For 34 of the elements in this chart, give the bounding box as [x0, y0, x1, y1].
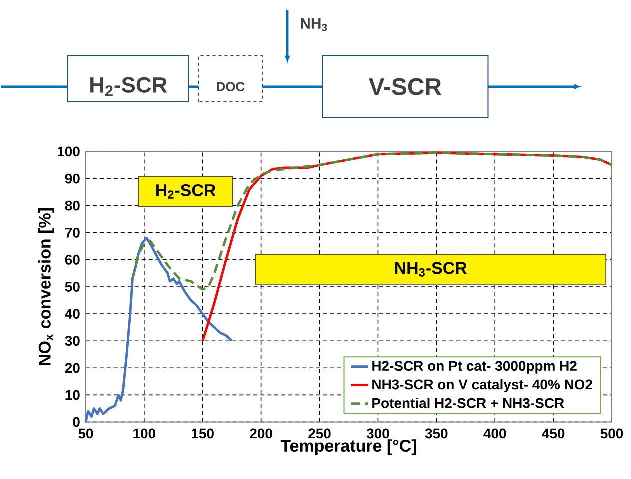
x-tick-label: 450 — [542, 428, 565, 439]
y-tick-label: 30 — [65, 336, 80, 346]
y-axis-title: NO$_{x}$ conversion [%] — [38, 208, 54, 366]
y-tick-label: 90 — [65, 174, 80, 184]
y-tick-label: 70 — [65, 228, 80, 238]
text: DOC — [217, 82, 245, 92]
text: NH$_{3}$ — [301, 18, 328, 32]
x-tick-label: 400 — [484, 428, 506, 439]
x-tick-label: 250 — [308, 428, 331, 439]
y-tick-label: 50 — [65, 282, 80, 292]
y-tick-label: 0 — [73, 417, 80, 428]
x-axis-title: Temperature [°C] — [280, 439, 416, 456]
line-series — [84, 237, 234, 424]
y-tick-label: 60 — [65, 254, 80, 265]
x-tick-label: 500 — [600, 428, 624, 439]
text: H$_{2}$-SCR — [90, 77, 168, 96]
legend-label: Potential H2-SCR + NH3-SCR — [372, 398, 564, 408]
x-tick-label: 100 — [134, 428, 156, 439]
x-tick-label: 200 — [250, 428, 272, 439]
y-tick-label: 10 — [66, 390, 80, 400]
annotation: H$_{2}$-SCR — [156, 184, 216, 199]
legend-label: H2-SCR on Pt cat- 3000ppm H2 — [372, 361, 577, 374]
y-tick-label: 40 — [65, 309, 80, 319]
x-tick-label: 300 — [366, 428, 390, 439]
x-tick-label: 50 — [78, 428, 94, 439]
y-tick-label: 20 — [65, 363, 80, 374]
legend-label: NH3-SCR on V catalyst- 40% NO2 — [372, 379, 592, 392]
x-tick-label: 350 — [425, 428, 448, 439]
annotation: NH$_{3}$-SCR — [395, 262, 468, 277]
x-tick-label: 150 — [192, 428, 214, 439]
y-tick-label: 80 — [65, 200, 80, 211]
y-tick-label: 100 — [58, 146, 80, 157]
line-series — [132, 152, 614, 291]
text: V-SCR — [368, 78, 442, 96]
